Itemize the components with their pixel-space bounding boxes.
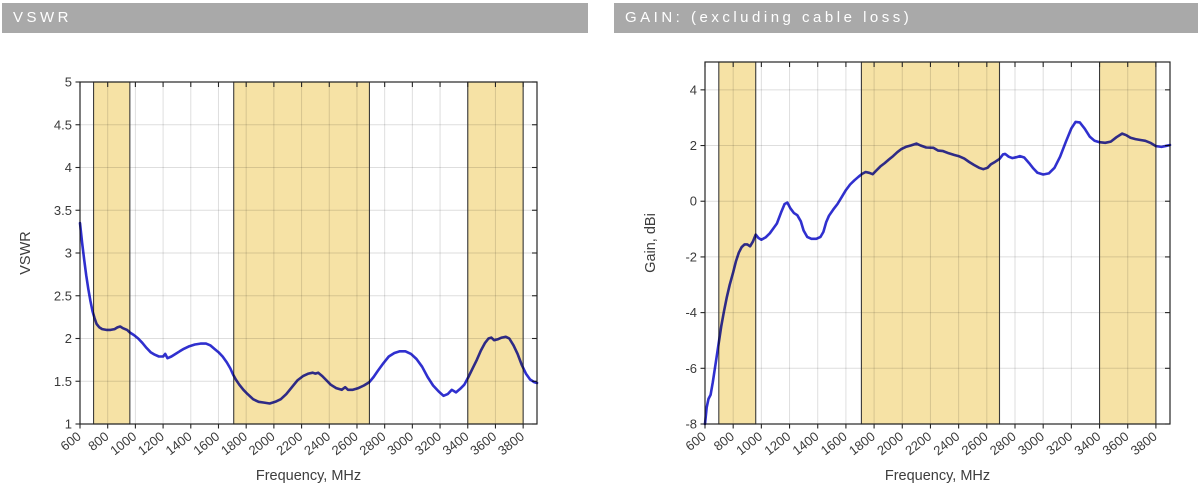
y-tick-labels: -8 -6 -4 -2 0 2 4: [685, 82, 697, 431]
vswr-chart: 600 800 1000 1200 1400 1600 1800 2000 2200 2400 26…: [0, 33, 600, 495]
svg-text:3600: 3600: [467, 429, 499, 459]
vswr-header-bar: VSWR: [2, 3, 588, 33]
y-axis-label: VSWR: [18, 231, 34, 275]
frequency-band: [1099, 62, 1156, 424]
svg-text:1200: 1200: [135, 429, 167, 459]
gain-header-bar: GAIN: (excluding cable loss): [614, 3, 1198, 33]
svg-text:4: 4: [65, 160, 72, 175]
svg-text:1.5: 1.5: [54, 374, 72, 389]
svg-text:600: 600: [58, 429, 84, 454]
svg-text:2400: 2400: [301, 429, 333, 459]
svg-text:1000: 1000: [733, 429, 765, 459]
y-tick-labels: 1 1.5 2 2.5 3 3.5 4 4.5 5: [54, 75, 72, 432]
svg-text:3000: 3000: [1015, 429, 1047, 459]
gridlines: [79, 81, 537, 425]
plot-border: [704, 61, 1171, 425]
svg-text:2000: 2000: [874, 429, 906, 459]
svg-text:2000: 2000: [246, 429, 278, 459]
svg-text:1800: 1800: [846, 429, 878, 459]
x-tick-labels: 600 8001000120014001600180020002200240026…: [683, 429, 1160, 459]
gain-chart: 600 800 1000 1200 1400 1600 1800 2000 2200 2400 26…: [600, 33, 1200, 495]
frequency-band: [861, 62, 1000, 424]
frequency-band: [233, 82, 370, 424]
data-line: [703, 120, 1172, 426]
svg-text:-4: -4: [685, 305, 697, 320]
data-line: [78, 221, 539, 405]
svg-text:1600: 1600: [818, 429, 850, 459]
svg-text:3800: 3800: [495, 429, 527, 459]
svg-text:3200: 3200: [412, 429, 444, 459]
svg-text:3: 3: [65, 246, 72, 261]
vswr-title: VSWR: [13, 9, 72, 26]
svg-text:1200: 1200: [761, 429, 793, 459]
svg-text:3000: 3000: [384, 429, 416, 459]
svg-text:1000: 1000: [107, 429, 139, 459]
svg-text:-2: -2: [685, 249, 697, 264]
plot-gain: 600 8001000120014001600180020002200240026…: [643, 61, 1172, 484]
svg-text:2.5: 2.5: [54, 288, 72, 303]
svg-text:3200: 3200: [1043, 429, 1075, 459]
svg-text:2: 2: [690, 138, 697, 153]
svg-text:2200: 2200: [273, 429, 305, 459]
svg-text:1400: 1400: [790, 429, 822, 459]
plot-vswr: 600 8001000120014001600180020002200240026…: [18, 75, 539, 484]
svg-text:3600: 3600: [1100, 429, 1132, 459]
svg-text:1: 1: [65, 417, 72, 432]
svg-text:4: 4: [690, 82, 697, 97]
svg-text:2800: 2800: [356, 429, 388, 459]
frequency-band: [467, 82, 524, 424]
svg-text:1400: 1400: [163, 429, 195, 459]
svg-text:0: 0: [690, 194, 697, 209]
svg-text:2600: 2600: [959, 429, 991, 459]
frequency-band: [93, 82, 130, 424]
svg-text:2200: 2200: [902, 429, 934, 459]
svg-text:2600: 2600: [329, 429, 361, 459]
svg-text:1600: 1600: [190, 429, 222, 459]
svg-text:3.5: 3.5: [54, 203, 72, 218]
svg-text:3800: 3800: [1128, 429, 1160, 459]
svg-text:3400: 3400: [440, 429, 472, 459]
frequency-band: [718, 62, 756, 424]
svg-text:-6: -6: [685, 361, 697, 376]
svg-text:1800: 1800: [218, 429, 250, 459]
x-axis-label: Frequency, MHz: [885, 468, 990, 484]
svg-text:600: 600: [683, 429, 709, 454]
svg-text:2: 2: [65, 331, 72, 346]
svg-text:800: 800: [711, 429, 737, 454]
y-axis-label: Gain, dBi: [643, 213, 659, 273]
svg-text:4.5: 4.5: [54, 117, 72, 132]
x-tick-labels: 600 8001000120014001600180020002200240026…: [58, 429, 527, 459]
svg-text:2800: 2800: [987, 429, 1019, 459]
svg-text:3400: 3400: [1071, 429, 1103, 459]
svg-text:2400: 2400: [930, 429, 962, 459]
tick-marks: [700, 62, 1170, 429]
svg-text:800: 800: [85, 429, 111, 454]
svg-text:5: 5: [65, 75, 72, 90]
gain-title: GAIN: (excluding cable loss): [625, 9, 913, 26]
svg-text:-8: -8: [685, 417, 697, 432]
gridlines: [704, 62, 1170, 425]
tick-marks: [75, 81, 537, 429]
x-axis-label: Frequency, MHz: [256, 468, 361, 484]
